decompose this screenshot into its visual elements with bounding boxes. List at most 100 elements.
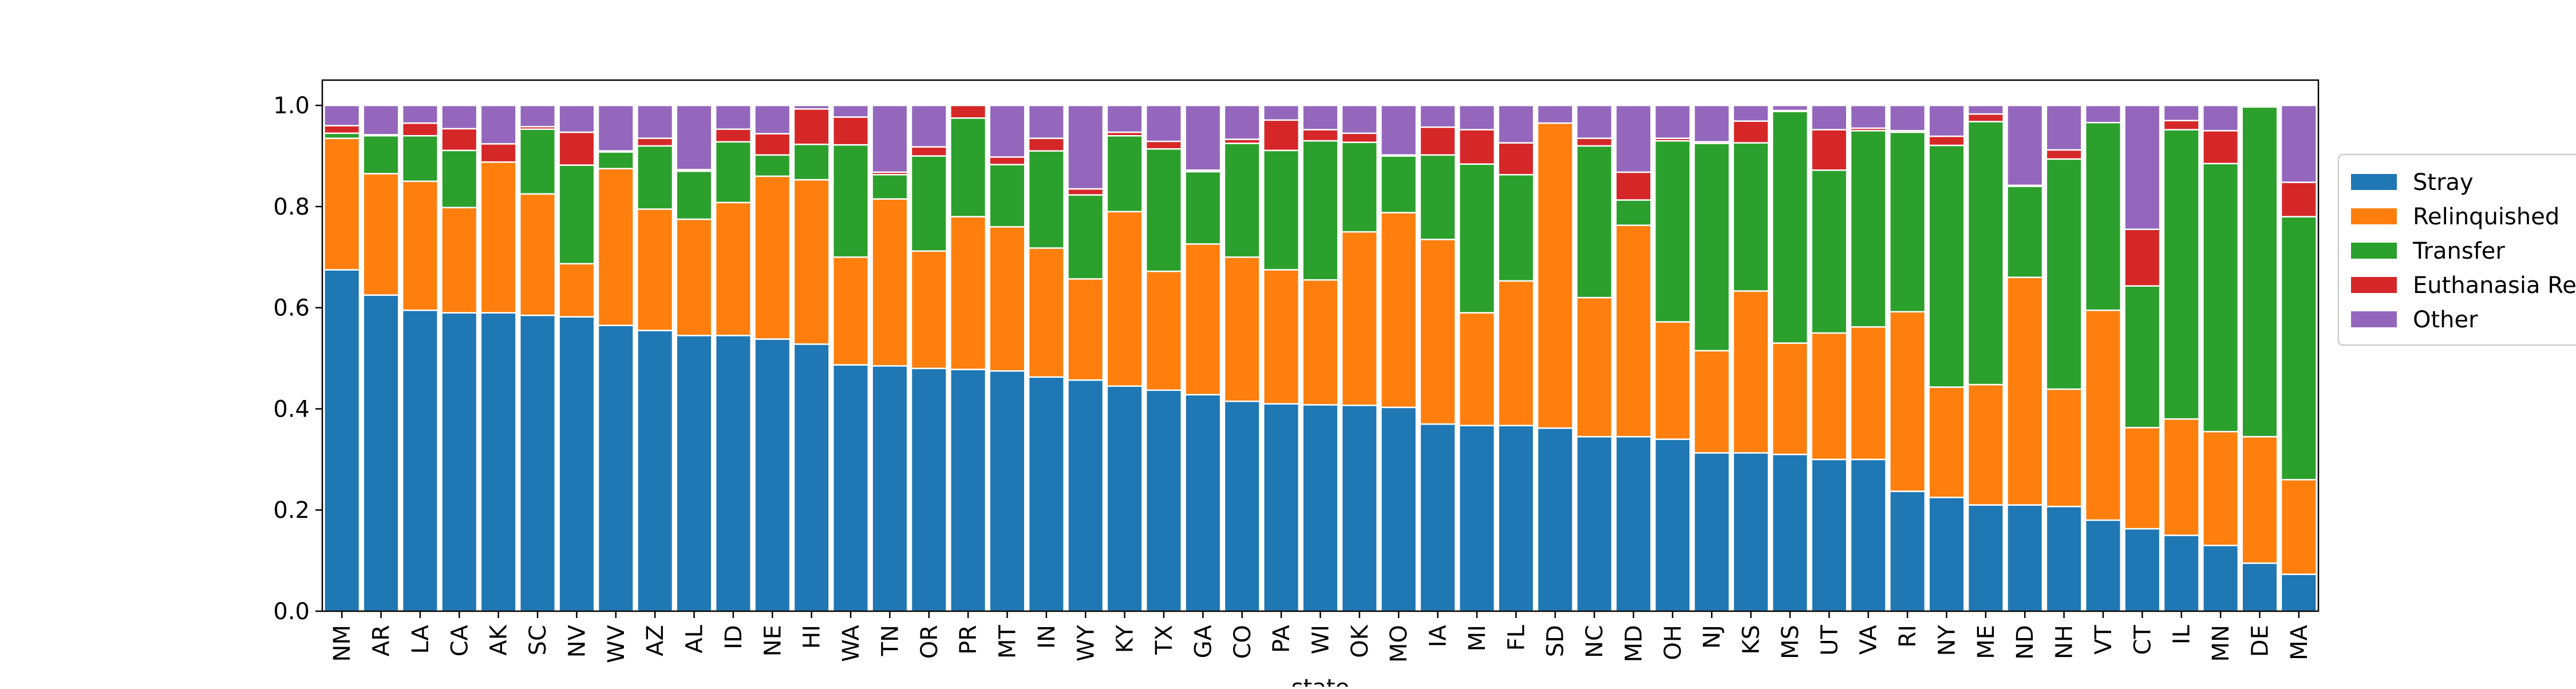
bar-segment-relinquished-ut	[1811, 332, 1848, 461]
bar-segment-stray-nd	[2006, 504, 2044, 612]
bar-segment-relinquished-mo	[1380, 212, 1417, 409]
bars-layer	[323, 104, 2317, 612]
x-tick-label-ar: AR	[369, 625, 395, 656]
bar-segment-stray-ks	[1732, 452, 1769, 612]
bar-segment-relinquished-sd	[1536, 122, 1574, 429]
bar-segment-transfer-ms	[1771, 110, 1808, 344]
bar-segment-stray-mo	[1380, 406, 1417, 612]
bar-segment-other-nv	[558, 104, 595, 133]
bar-segment-euthanasia-requested-ne	[754, 133, 791, 156]
bar-segment-transfer-pa	[1263, 149, 1300, 271]
legend-swatch-euthanasia-requested	[2351, 277, 2397, 293]
bar-segment-other-ms	[1771, 104, 1808, 112]
bar-segment-relinquished-me	[1967, 383, 2004, 506]
bar-segment-transfer-ca	[441, 149, 478, 208]
bar-segment-transfer-mi	[1458, 163, 1496, 314]
bar-segment-stray-nj	[1693, 452, 1730, 612]
x-tick-label-nd: ND	[2012, 625, 2038, 660]
x-tick-label-tn: TN	[877, 625, 903, 656]
bar-segment-transfer-ma	[2280, 216, 2317, 481]
bar-segment-stray-nh	[2045, 505, 2083, 612]
bar-segment-transfer-tn	[871, 174, 908, 200]
bar-segment-relinquished-co	[1223, 256, 1261, 402]
bar-segment-stray-nv	[558, 316, 595, 612]
bar-segment-transfer-la	[401, 134, 438, 183]
bar-segment-other-az	[637, 104, 674, 139]
bar-segment-transfer-nc	[1576, 145, 1613, 299]
bar-segment-relinquished-fl	[1498, 280, 1535, 426]
bar-segment-euthanasia-requested-id	[714, 128, 752, 143]
x-tick-label-ok: OK	[1347, 624, 1373, 658]
x-tick-label-va: VA	[1856, 624, 1882, 655]
bar-segment-relinquished-in	[1028, 247, 1065, 378]
bar-segment-relinquished-de	[2241, 435, 2278, 564]
bar-segment-other-nm	[323, 104, 361, 126]
bar-segment-stray-ny	[1928, 496, 1965, 612]
bar-segment-transfer-vt	[2084, 121, 2121, 311]
bar-segment-transfer-pr	[950, 117, 987, 217]
bar-segment-stray-az	[637, 330, 674, 612]
bar-segment-euthanasia-requested-md	[1615, 171, 1652, 201]
y-tick-label: 1.0	[273, 93, 310, 119]
bar-segment-transfer-wv	[597, 151, 634, 169]
bar-segment-relinquished-al	[675, 218, 713, 336]
x-tick-label-mt: MT	[995, 624, 1021, 659]
bar-segment-euthanasia-requested-mn	[2202, 130, 2239, 165]
x-tick-label-ms: MS	[1777, 625, 1804, 659]
bar-segment-stray-ne	[754, 338, 791, 612]
x-tick-label-wi: WI	[1308, 625, 1334, 654]
bar-segment-transfer-al	[675, 170, 713, 220]
x-tick-label-ct: CT	[2129, 624, 2156, 655]
bar-segment-other-nh	[2045, 104, 2083, 151]
bar-segment-stray-md	[1615, 435, 1652, 612]
bar-segment-euthanasia-requested-ia	[1419, 126, 1456, 156]
bar-segment-stray-in	[1028, 376, 1065, 612]
x-tick-label-il: IL	[2169, 624, 2195, 644]
x-tick-label-ia: IA	[1425, 624, 1452, 647]
bar-segment-transfer-ks	[1732, 142, 1769, 292]
bar-segment-relinquished-ms	[1771, 342, 1808, 456]
bar-segment-other-wa	[832, 104, 870, 118]
bar-segment-relinquished-ne	[754, 175, 791, 340]
bar-segment-euthanasia-requested-mi	[1458, 129, 1496, 165]
x-tick-label-pa: PA	[1269, 624, 1295, 653]
bar-segment-euthanasia-requested-fl	[1498, 142, 1535, 176]
x-tick-label-ut: UT	[1816, 624, 1843, 655]
bar-segment-stray-oh	[1654, 438, 1691, 612]
bar-segment-other-al	[675, 104, 713, 171]
bar-segment-stray-ak	[480, 312, 517, 612]
x-tick-label-nh: NH	[2052, 625, 2078, 659]
bar-segment-relinquished-ia	[1419, 239, 1456, 425]
bar-segment-other-ny	[1928, 104, 1965, 137]
x-tick-label-oh: OH	[1660, 625, 1686, 660]
bar-segment-other-mn	[2202, 104, 2239, 132]
x-tick-label-ny: NY	[1934, 624, 1960, 656]
bar-segment-stray-fl	[1498, 425, 1535, 612]
bar-segment-stray-wi	[1302, 404, 1339, 612]
bar-segment-relinquished-sc	[519, 193, 556, 316]
x-tick-label-nj: NJ	[1699, 625, 1725, 649]
bar-segment-other-md	[1615, 104, 1652, 173]
bar-segment-relinquished-ma	[2280, 478, 2317, 575]
x-tick-label-al: AL	[682, 624, 708, 653]
bar-segment-transfer-il	[2163, 129, 2200, 420]
bar-segment-relinquished-ak	[480, 161, 517, 314]
bar-segment-transfer-hi	[793, 143, 830, 181]
bar-segment-transfer-ny	[1928, 144, 1965, 388]
bar-segment-transfer-wi	[1302, 140, 1339, 281]
bar-segment-stray-pr	[950, 369, 987, 612]
bar-segment-relinquished-nm	[323, 137, 361, 271]
bar-segment-relinquished-ct	[2124, 426, 2161, 530]
bar-segment-transfer-sc	[519, 128, 556, 195]
legend-label-euthanasia-requested: Euthanasia Requested	[2413, 272, 2576, 299]
bar-segment-transfer-nv	[558, 164, 595, 265]
bar-segment-other-mo	[1380, 104, 1417, 156]
bar-segment-transfer-nj	[1693, 142, 1730, 352]
bar-segment-other-me	[1967, 104, 2004, 115]
x-tick-label-sd: SD	[1543, 625, 1569, 657]
bar-segment-stray-ms	[1771, 453, 1808, 612]
bar-segment-stray-nm	[323, 269, 361, 612]
x-tick-label-ma: MA	[2286, 624, 2313, 660]
bar-segment-relinquished-ga	[1184, 243, 1222, 395]
